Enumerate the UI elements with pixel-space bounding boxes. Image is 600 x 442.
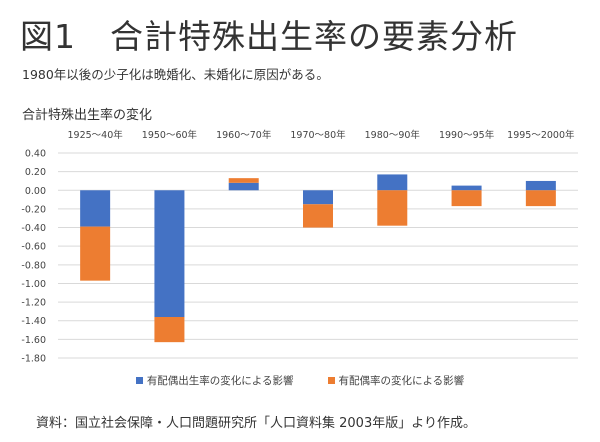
x-tick-label: 1990〜95年 [439, 129, 495, 141]
bar-series-2 [303, 204, 333, 228]
bar-series-1 [377, 174, 408, 191]
slide-title: 図1 合計特殊出生率の要素分析 [20, 17, 518, 56]
y-tick-label: 0.20 [25, 167, 46, 178]
y-tick-label: -0.80 [21, 260, 46, 271]
legend-label-series-1: 有配偶出生率の変化による影響 [146, 375, 294, 387]
y-tick-label: -1.80 [21, 354, 46, 365]
bar-series-2 [228, 178, 259, 183]
bar-series-1 [154, 190, 185, 317]
legend-item-series-1: 有配偶出生率の変化による影響 [135, 373, 294, 388]
y-tick-label: -1.60 [21, 335, 46, 346]
chart-title: 合計特殊出生率の変化 [22, 108, 153, 123]
slide-subtitle: 1980年以後の少子化は晩婚化、未婚化に原因がある。 [22, 67, 329, 82]
y-tick-label: 0.40 [25, 149, 46, 160]
bar-series-1 [303, 190, 333, 205]
y-tick-label: -0.60 [21, 242, 46, 253]
bar-series-1 [451, 185, 482, 191]
x-tick-label: 1960〜70年 [216, 129, 272, 141]
x-tick-label: 1925〜40年 [68, 129, 124, 141]
bar-series-1 [228, 182, 259, 191]
bar-series-2 [451, 190, 482, 207]
legend-swatch-series-2 [327, 377, 335, 384]
x-tick-label: 1980〜90年 [365, 129, 421, 141]
y-tick-label: -1.40 [21, 316, 46, 327]
bar-series-2 [525, 190, 556, 207]
source-note: 資料：国立社会保障・人口問題研究所「人口資料集 2003年版」より作成。 [36, 416, 476, 431]
y-tick-label: -0.40 [21, 223, 46, 234]
bar-series-2 [154, 317, 185, 343]
bar-series-2 [80, 226, 111, 281]
x-tick-label: 1950〜60年 [142, 129, 198, 141]
bar-series-1 [525, 180, 556, 191]
x-tick-label: 1995〜2000年 [507, 129, 575, 141]
chart-legend: 有配偶出生率の変化による影響 有配偶率の変化による影響 [0, 373, 600, 388]
bar-series-2 [377, 190, 408, 226]
legend-label-series-2: 有配偶率の変化による影響 [338, 375, 465, 387]
y-tick-label: 0.00 [25, 186, 46, 197]
bar-chart: 0.40 0.20 0.00 -0.20 -0.40 -0.60 -0.80 -1.00 -1.… [21, 129, 578, 365]
legend-swatch-series-1 [135, 377, 143, 384]
legend-item-series-2: 有配偶率の変化による影響 [327, 373, 465, 388]
bar-series-1 [80, 190, 111, 227]
y-tick-label: -1.00 [21, 279, 46, 290]
y-tick-label: -1.20 [21, 298, 46, 309]
y-tick-label: -0.20 [21, 204, 46, 215]
x-tick-label: 1970〜80年 [290, 129, 346, 141]
